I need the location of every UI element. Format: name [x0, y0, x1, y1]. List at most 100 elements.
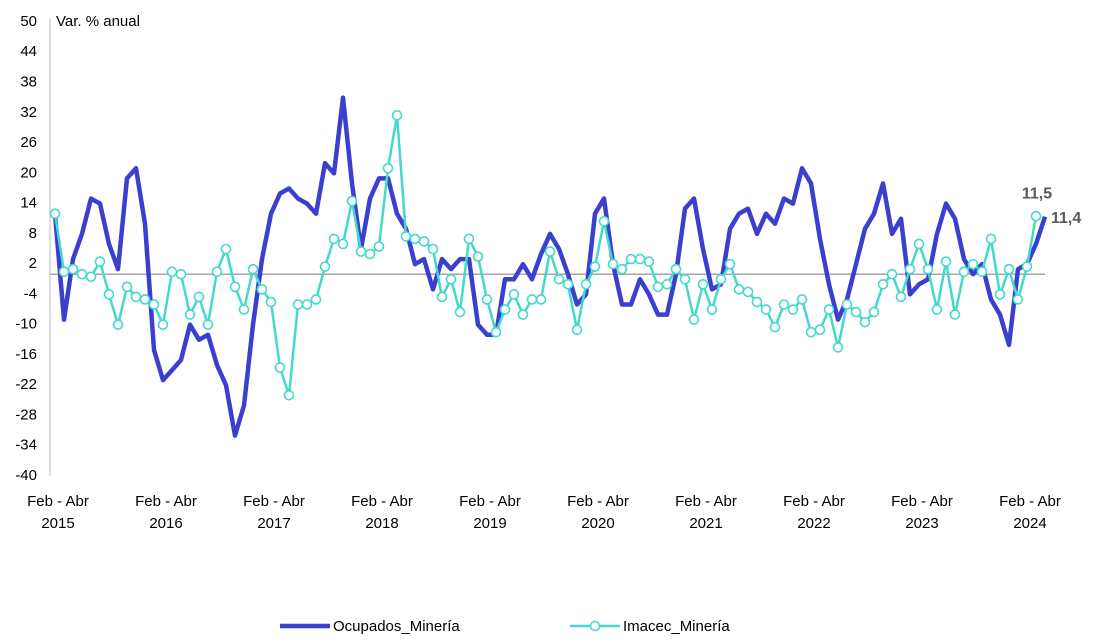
point-marker	[229, 281, 241, 293]
point-marker	[319, 261, 331, 272]
point-marker	[535, 294, 547, 305]
point-marker	[589, 261, 601, 272]
point-marker	[499, 304, 511, 315]
point-marker	[706, 304, 718, 315]
point-marker	[472, 251, 484, 262]
point-marker	[490, 326, 502, 338]
point-marker	[301, 299, 313, 310]
point-marker	[904, 263, 916, 275]
y-tick-label: 44	[20, 43, 37, 60]
point-marker	[337, 238, 349, 250]
point-marker	[688, 314, 700, 325]
x-tick-label: Feb - Abr 2024	[999, 493, 1061, 532]
point-marker	[391, 110, 403, 121]
x-tick-label: Feb - Abr 2016	[135, 493, 197, 532]
point-marker	[283, 389, 295, 401]
series-line	[53, 114, 1038, 397]
point-marker	[742, 286, 754, 298]
point-marker	[1003, 263, 1015, 275]
point-marker	[652, 281, 664, 293]
point-marker	[139, 294, 151, 305]
point-marker	[265, 296, 277, 308]
point-marker	[508, 289, 520, 300]
point-marker	[202, 319, 214, 330]
point-marker	[985, 233, 997, 245]
point-marker	[247, 263, 259, 275]
point-marker	[841, 299, 853, 310]
point-marker	[58, 266, 70, 278]
point-marker	[778, 299, 790, 310]
point-marker	[634, 253, 646, 265]
point-marker	[760, 304, 772, 315]
point-marker	[436, 291, 448, 303]
y-tick-label: 20	[20, 164, 37, 181]
point-marker	[724, 258, 736, 270]
point-marker	[310, 294, 322, 305]
legend-label: Imacec_Minería	[623, 618, 730, 635]
point-marker	[850, 306, 862, 318]
point-marker	[346, 195, 358, 207]
y-tick-label: -22	[15, 376, 37, 393]
point-marker	[886, 268, 898, 280]
point-marker	[571, 324, 583, 336]
y-tick-label: 38	[20, 74, 37, 91]
point-marker	[193, 291, 205, 303]
point-marker	[949, 309, 961, 320]
point-marker	[1030, 210, 1042, 222]
point-marker	[184, 309, 196, 320]
point-marker	[130, 291, 142, 303]
point-marker	[967, 258, 979, 270]
point-marker	[661, 279, 673, 290]
point-marker	[364, 248, 376, 260]
point-marker	[76, 268, 88, 280]
point-marker	[112, 319, 124, 330]
point-marker	[832, 342, 844, 353]
x-tick-label: Feb - Abr 2018	[351, 493, 413, 532]
point-marker	[868, 306, 880, 318]
point-marker	[544, 246, 556, 257]
point-marker	[94, 256, 106, 267]
point-marker	[454, 306, 466, 318]
point-marker	[922, 263, 934, 275]
point-marker	[553, 273, 565, 285]
point-marker	[211, 266, 223, 278]
x-tick-label: Feb - Abr 2015	[27, 493, 89, 532]
y-tick-label: -4	[24, 285, 37, 302]
point-marker	[382, 162, 394, 174]
point-marker	[823, 304, 835, 315]
point-marker	[625, 253, 637, 265]
point-marker	[877, 279, 889, 290]
point-marker	[697, 279, 709, 290]
series-line	[52, 95, 1048, 438]
y-tick-label: 8	[29, 225, 37, 242]
point-marker	[895, 291, 907, 303]
point-marker	[463, 233, 475, 245]
point-marker	[931, 304, 943, 315]
y-tick-label: -40	[15, 467, 37, 484]
point-marker	[355, 246, 367, 257]
point-marker	[643, 256, 655, 267]
point-marker	[733, 284, 745, 295]
point-marker	[274, 362, 286, 373]
x-tick-label: Feb - Abr 2020	[567, 493, 629, 532]
point-marker	[67, 263, 79, 275]
point-marker	[751, 296, 763, 308]
point-marker	[814, 324, 826, 336]
point-marker	[805, 326, 817, 338]
point-marker	[796, 294, 808, 305]
point-marker	[103, 289, 115, 300]
y-tick-label: 50	[20, 13, 37, 30]
point-marker	[940, 256, 952, 267]
legend-label: Ocupados_Minería	[333, 618, 460, 635]
point-marker	[256, 284, 268, 295]
point-marker	[787, 304, 799, 315]
y-tick-label: 32	[20, 104, 37, 121]
y-tick-label: -28	[15, 406, 37, 423]
point-marker	[148, 299, 160, 310]
y-tick-label: -16	[15, 346, 37, 363]
point-marker	[175, 268, 187, 280]
point-marker	[418, 236, 430, 247]
point-marker	[859, 316, 871, 328]
point-marker	[670, 263, 682, 275]
